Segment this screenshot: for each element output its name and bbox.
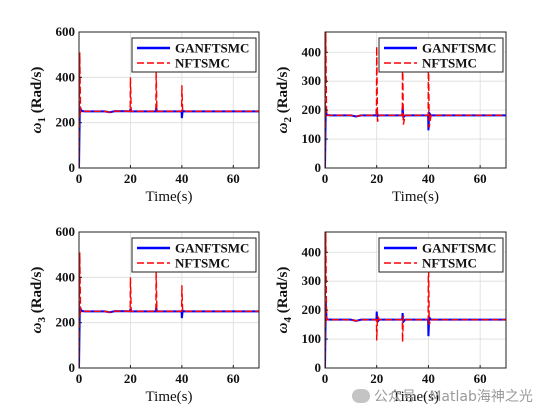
legend-label-nftsmc: NFTSMC	[175, 256, 230, 271]
x-axis-label: Time(s)	[146, 189, 193, 205]
y-tick-label: 300	[302, 273, 322, 288]
y-tick-label: 0	[69, 160, 76, 175]
x-tick-label: 40	[175, 171, 188, 186]
x-tick-label: 20	[370, 371, 383, 386]
y-tick-label: 0	[315, 160, 322, 175]
legend-label-ganftsmc: GANFTSMC	[175, 241, 249, 256]
series-line-ganftsmc	[325, 302, 506, 368]
legend-box	[378, 237, 504, 273]
x-tick-label: 20	[124, 171, 137, 186]
y-tick-label: 400	[56, 69, 76, 84]
series-line-nftsmc	[325, 232, 506, 368]
x-tick-label: 0	[322, 171, 329, 186]
axes-frame	[78, 231, 260, 369]
watermark-text: 公众号 · Matlab海神之光	[374, 389, 533, 405]
legend-label-nftsmc: NFTSMC	[422, 256, 477, 271]
legend-label-ganftsmc: GANFTSMC	[422, 241, 496, 256]
y-tick-label: 0	[69, 360, 76, 375]
x-tick-label: 40	[422, 171, 435, 186]
legend-label-ganftsmc: GANFTSMC	[422, 41, 496, 56]
y-tick-label: 300	[302, 73, 322, 88]
series-line-nftsmc	[79, 252, 259, 368]
axes-frame	[324, 231, 507, 369]
legend-box	[378, 37, 504, 73]
series-line-nftsmc	[79, 52, 259, 168]
legend-label-nftsmc: NFTSMC	[175, 56, 230, 71]
chart-4: 0 20 40 60 0 100 200 300 400 Time(s) ω4 (Rad/s) GAN…	[275, 231, 507, 405]
y-tick-label: 600	[56, 24, 76, 39]
legend-label-ganftsmc: GANFTSMC	[175, 41, 249, 56]
axes-frame	[324, 31, 507, 169]
x-tick-label: 0	[76, 171, 83, 186]
y-tick-label: 100	[302, 331, 322, 346]
y-tick-label: 400	[56, 269, 76, 284]
y-axis-label: ω1 (Rad/s)	[29, 67, 48, 134]
watermark: 公众号 · Matlab海神之光	[352, 386, 533, 406]
y-tick-label: 400	[302, 44, 322, 59]
series-line-nftsmc	[325, 32, 506, 168]
y-tick-label: 400	[302, 244, 322, 259]
y-tick-label: 200	[302, 102, 322, 117]
y-tick-label: 0	[315, 360, 322, 375]
chart-2: 0 20 40 60 0 100 200 300 400 Time(s) ω2 (Rad/s) GAN…	[275, 31, 507, 205]
x-tick-label: 40	[175, 371, 188, 386]
x-axis-label: Time(s)	[392, 389, 439, 405]
x-axis-label: Time(s)	[146, 389, 193, 405]
x-tick-label: 60	[227, 171, 240, 186]
x-axis-label: Time(s)	[392, 189, 439, 205]
x-tick-label: 60	[474, 371, 487, 386]
y-tick-label: 200	[302, 302, 322, 317]
y-axis-label: ω3 (Rad/s)	[29, 267, 48, 334]
y-axis-label: ω2 (Rad/s)	[275, 67, 294, 134]
x-tick-label: 20	[124, 371, 137, 386]
y-tick-label: 100	[302, 131, 322, 146]
x-tick-label: 0	[76, 371, 83, 386]
y-tick-label: 200	[56, 115, 76, 130]
x-tick-label: 40	[422, 371, 435, 386]
y-axis-label: ω4 (Rad/s)	[275, 267, 294, 334]
x-tick-label: 60	[227, 371, 240, 386]
wechat-bubble-icon	[352, 389, 370, 403]
legend-box	[131, 237, 257, 273]
x-tick-label: 0	[322, 371, 329, 386]
x-tick-label: 60	[474, 171, 487, 186]
y-tick-label: 600	[56, 224, 76, 239]
x-tick-label: 20	[370, 171, 383, 186]
y-tick-label: 200	[56, 315, 76, 330]
legend-label-nftsmc: NFTSMC	[422, 56, 477, 71]
axes-frame	[78, 31, 260, 169]
legend-box	[131, 37, 257, 73]
